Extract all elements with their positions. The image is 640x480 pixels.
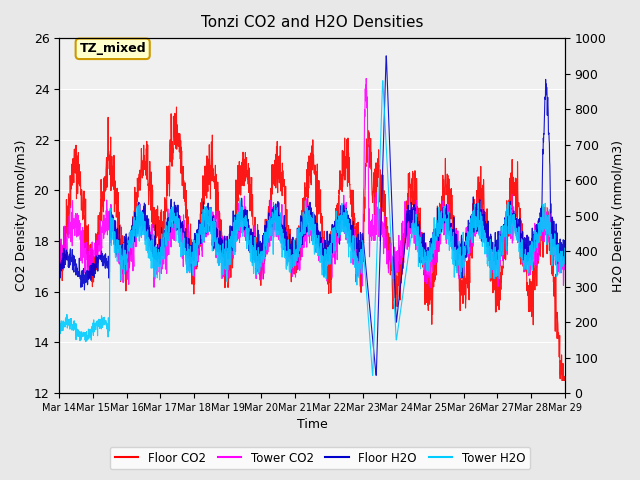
X-axis label: Time: Time bbox=[296, 419, 328, 432]
Y-axis label: CO2 Density (mmol/m3): CO2 Density (mmol/m3) bbox=[15, 140, 28, 291]
Title: Tonzi CO2 and H2O Densities: Tonzi CO2 and H2O Densities bbox=[201, 15, 423, 30]
Text: TZ_mixed: TZ_mixed bbox=[79, 42, 146, 55]
Y-axis label: H2O Density (mmol/m3): H2O Density (mmol/m3) bbox=[612, 140, 625, 292]
Legend: Floor CO2, Tower CO2, Floor H2O, Tower H2O: Floor CO2, Tower CO2, Floor H2O, Tower H… bbox=[110, 447, 530, 469]
